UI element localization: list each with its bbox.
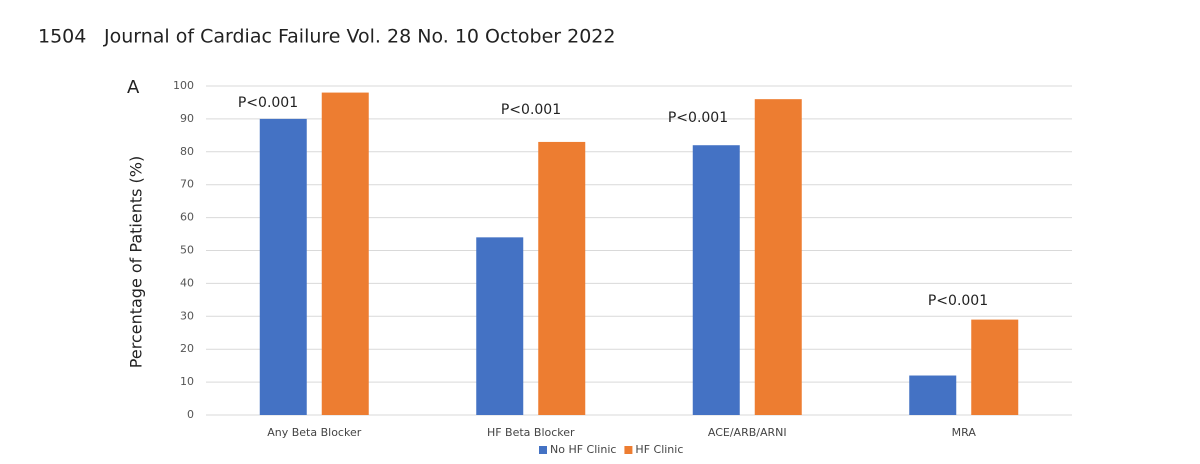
y-tick-label: 50 bbox=[180, 244, 194, 257]
y-tick-label: 60 bbox=[180, 211, 194, 224]
p-value-annotation: P<0.001 bbox=[928, 293, 988, 309]
page-number: 1504 bbox=[38, 26, 86, 48]
journal-title: Journal of Cardiac Failure Vol. 28 No. 1… bbox=[103, 26, 615, 48]
y-axis-label: Percentage of Patients (%) bbox=[127, 156, 146, 368]
y-tick-label: 80 bbox=[180, 145, 194, 158]
legend-swatch bbox=[624, 446, 633, 454]
bar bbox=[971, 319, 1019, 415]
p-value-annotation: P<0.001 bbox=[668, 110, 728, 126]
x-tick-label: HF Beta Blocker bbox=[487, 426, 575, 439]
bar bbox=[754, 99, 802, 415]
x-tick-label: MRA bbox=[952, 426, 977, 439]
y-tick-label: 70 bbox=[180, 178, 194, 191]
bar bbox=[476, 237, 524, 415]
panel-label: A bbox=[127, 77, 140, 98]
y-tick-label: 90 bbox=[180, 112, 194, 125]
bar bbox=[909, 375, 957, 415]
y-tick-label: 100 bbox=[173, 79, 194, 92]
y-tick-label: 10 bbox=[180, 375, 194, 388]
x-tick-label: Any Beta Blocker bbox=[267, 426, 361, 439]
p-value-annotation: P<0.001 bbox=[501, 102, 561, 118]
legend-label: No HF Clinic bbox=[550, 443, 616, 456]
y-tick-label: 20 bbox=[180, 342, 194, 355]
y-tick-label: 0 bbox=[187, 408, 194, 421]
y-tick-label: 30 bbox=[180, 309, 194, 322]
legend-swatch bbox=[539, 446, 547, 454]
bar bbox=[538, 141, 586, 415]
p-value-annotation: P<0.001 bbox=[238, 95, 298, 111]
x-tick-label: ACE/ARB/ARNI bbox=[708, 426, 787, 439]
bar bbox=[692, 145, 740, 415]
bar bbox=[321, 92, 369, 415]
bar bbox=[259, 118, 307, 416]
y-tick-label: 40 bbox=[180, 276, 194, 289]
legend-label: HF Clinic bbox=[635, 443, 683, 456]
